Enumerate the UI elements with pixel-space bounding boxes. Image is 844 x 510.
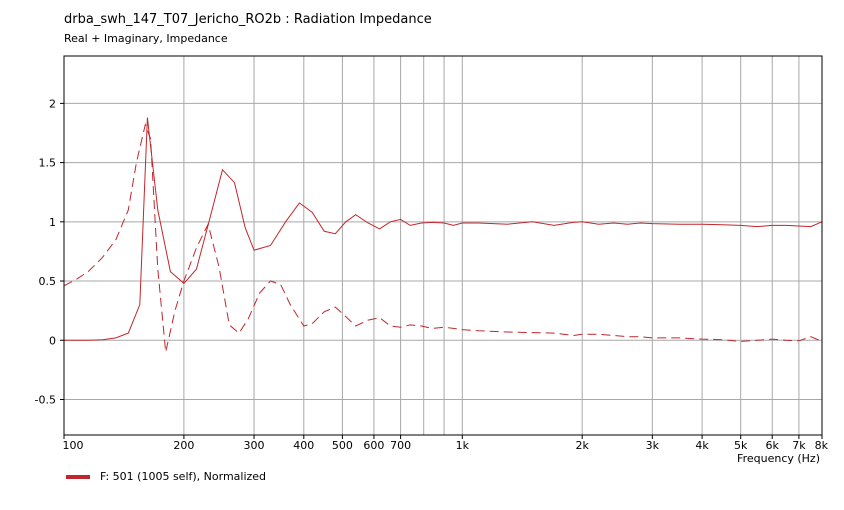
- legend: F: 501 (1005 self), Normalized: [66, 470, 266, 483]
- x-tick-label: 7k: [792, 439, 806, 452]
- plot-border: [63, 55, 823, 436]
- x-tick-label: 400: [293, 439, 314, 452]
- x-tick-label: 1k: [456, 439, 470, 452]
- grid-layer: [63, 56, 823, 435]
- y-tick-label: -0.5: [35, 393, 56, 406]
- x-tick-label: 600: [363, 439, 384, 452]
- x-tick-label: 6k: [766, 439, 780, 452]
- x-tick-label: 8k: [815, 439, 829, 452]
- tick-labels: 2 1.5 1 0.5 0 -0.5 100 200 300 400 500 600 700 1k 2k 3k…: [35, 97, 829, 465]
- chart-title: drba_swh_147_T07_Jericho_RO2b : Radiatio…: [64, 12, 432, 27]
- x-tick-label: 3k: [646, 439, 660, 452]
- y-tick-label: 1.5: [39, 157, 57, 170]
- plot-frame: [63, 55, 823, 436]
- x-tick-label: 100: [63, 439, 84, 452]
- series-layer: [63, 117, 823, 353]
- x-tick-label: 4k: [695, 439, 709, 452]
- x-tick-label: 200: [173, 439, 194, 452]
- legend-label: F: 501 (1005 self), Normalized: [100, 470, 267, 483]
- chart-subtitle: Real + Imaginary, Impedance: [64, 32, 228, 45]
- legend-swatch: [66, 474, 90, 479]
- y-tick-label: 0: [49, 334, 56, 347]
- x-tick-label: 500: [332, 439, 353, 452]
- series-line-dashed: [63, 122, 823, 353]
- x-tick-label: 300: [244, 439, 265, 452]
- series-line-solid: [64, 117, 823, 341]
- y-tick-label: 2: [49, 97, 56, 110]
- x-tick-label: 700: [390, 439, 411, 452]
- x-tick-label: 5k: [734, 439, 748, 452]
- y-tick-label: 0.5: [39, 275, 57, 288]
- y-tick-label: 1: [49, 216, 56, 229]
- x-axis-label: Frequency (Hz): [737, 452, 820, 465]
- x-tick-label: 2k: [576, 439, 590, 452]
